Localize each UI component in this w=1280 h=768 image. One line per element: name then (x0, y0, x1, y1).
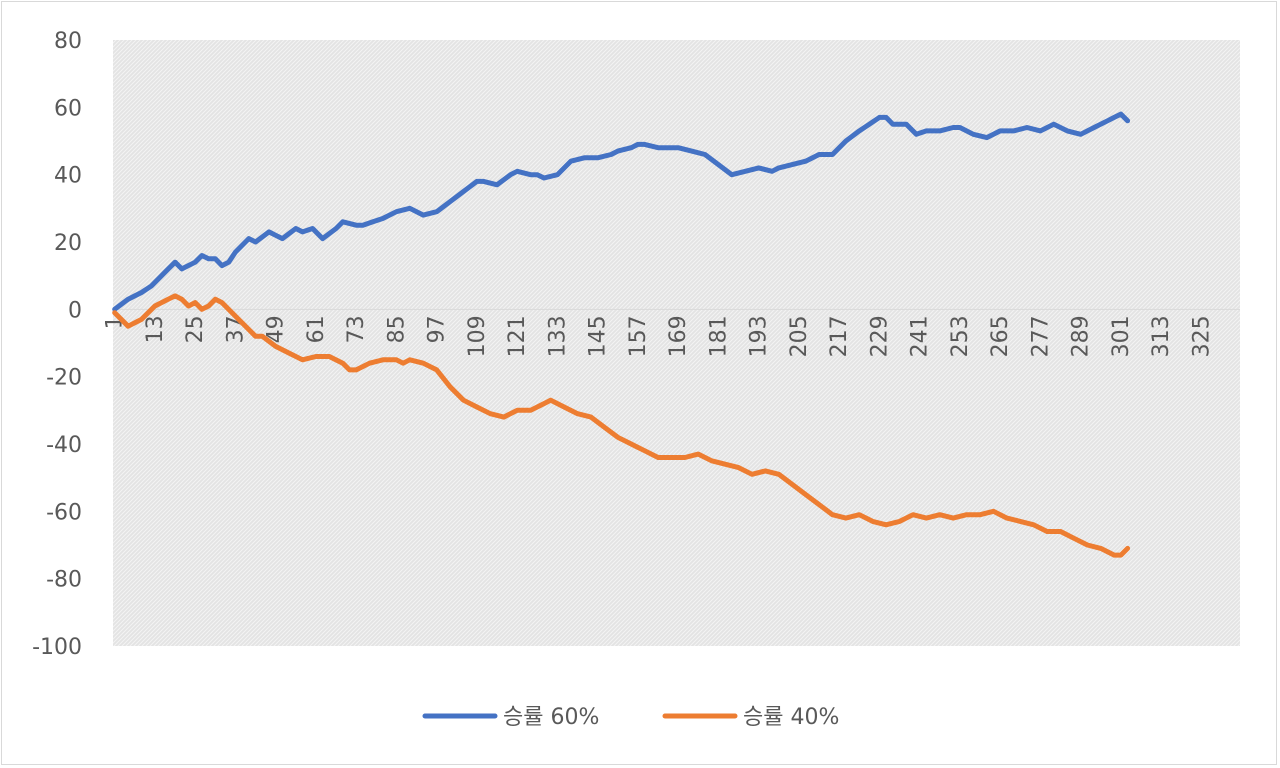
x-tick-label: 25 (183, 315, 208, 343)
x-tick-label: 229 (867, 315, 892, 357)
y-tick-label: 60 (54, 96, 82, 121)
x-tick-label: 181 (706, 315, 731, 357)
y-tick-label: -20 (46, 366, 82, 391)
y-tick-label: 80 (54, 29, 82, 54)
x-tick-label: 61 (304, 315, 329, 343)
x-tick-label: 217 (827, 315, 852, 357)
x-tick-label: 265 (988, 315, 1013, 357)
x-tick-label: 205 (787, 315, 812, 357)
y-tick-label: -60 (46, 500, 82, 525)
x-tick-label: 277 (1028, 315, 1053, 357)
x-tick-label: 253 (948, 315, 973, 357)
y-tick-label: -40 (46, 433, 82, 458)
x-tick-label: 289 (1069, 315, 1094, 357)
series-line-1 (112, 111, 1131, 312)
x-tick-label: 157 (626, 315, 651, 357)
y-tick-label: 40 (54, 164, 82, 189)
x-tick-label: 145 (586, 315, 611, 357)
legend-label-1: 승률 60% (503, 705, 599, 730)
legend-label-2: 승률 40% (743, 705, 839, 730)
plot-area (113, 40, 1240, 646)
x-tick-label: 313 (1149, 315, 1174, 357)
y-tick-label: 0 (68, 298, 82, 323)
x-tick-label: 13 (143, 315, 168, 343)
x-tick-label: 325 (1189, 315, 1214, 357)
series-layer (112, 111, 1131, 558)
x-tick-label: 73 (344, 315, 369, 343)
x-tick-label: 121 (505, 315, 530, 357)
y-tick-label: -100 (32, 635, 82, 660)
x-tick-label: 109 (465, 315, 490, 357)
y-axis: 80 60 40 20 0 -20 -40 -60 -80 -100 (32, 29, 82, 660)
y-tick-label: 20 (54, 231, 82, 256)
x-tick-label: 97 (425, 315, 450, 343)
y-tick-label: -80 (46, 568, 82, 593)
series-line-2 (112, 293, 1131, 558)
x-tick-label: 133 (545, 315, 570, 357)
x-axis: 1 13 25 37 49 61 73 85 97 109 121 133 145 157 169 181 19… (103, 315, 1215, 357)
legend: 승률 60% 승률 40% (422, 705, 839, 730)
x-tick-label: 193 (747, 315, 772, 357)
x-tick-label: 169 (666, 315, 691, 357)
x-tick-label: 301 (1109, 315, 1134, 357)
x-tick-label: 85 (384, 315, 409, 343)
x-tick-label: 241 (908, 315, 933, 357)
